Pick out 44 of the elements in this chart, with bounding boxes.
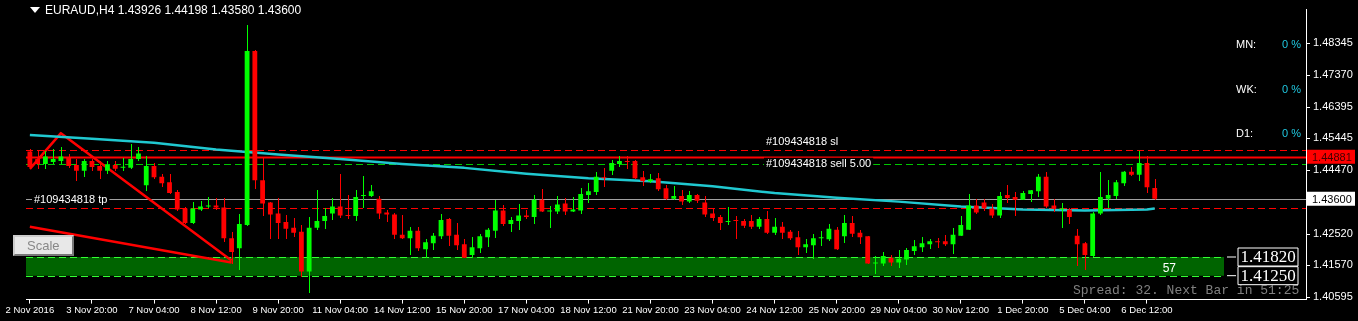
- y-tick-label: 1.45445: [1313, 131, 1353, 144]
- x-tick-label: 7 Nov 04:00: [128, 303, 180, 315]
- x-tick-label: 30 Nov 12:00: [932, 303, 990, 315]
- x-tick-label: 8 Nov 12:00: [190, 303, 242, 315]
- y-tick-label: 1.47370: [1313, 68, 1353, 81]
- y-tick-label: 1.41570: [1313, 258, 1353, 271]
- annotation: 0 %: [1282, 127, 1301, 139]
- annotation: Scale: [13, 235, 74, 256]
- x-tick-label: 2 Nov 2016: [5, 303, 55, 315]
- annotation: WK:: [1236, 83, 1257, 95]
- ref-line-label: 1.41820: [1240, 247, 1296, 267]
- y-tick-label: 1.44470: [1313, 163, 1353, 176]
- annotation: D1:: [1236, 127, 1254, 139]
- x-tick-label: 1 Dec 20:00: [997, 303, 1049, 315]
- annotation: 0 %: [1282, 83, 1301, 95]
- y-tick-label: 1.46395: [1313, 100, 1353, 113]
- y-tick-label: 1.48345: [1313, 36, 1353, 49]
- chart-title: EURAUD,H4 1.43926 1.44198 1.43580 1.43600: [45, 3, 302, 17]
- ref-line-label: #109434818 sell 5.00: [766, 157, 872, 170]
- ref-line-label: 1.43600: [1312, 192, 1352, 205]
- x-tick-label: 21 Nov 20:00: [622, 303, 679, 315]
- x-tick-label: 29 Nov 04:00: [870, 303, 927, 315]
- annotation: 0 %: [1282, 38, 1301, 50]
- x-tick-label: 3 Nov 20:00: [66, 303, 118, 315]
- y-tick-label: 1.40595: [1313, 290, 1353, 303]
- x-tick-label: 17 Nov 04:00: [498, 303, 555, 315]
- x-tick-label: 14 Nov 12:00: [373, 303, 431, 315]
- ref-line-label: 1.41250: [1240, 266, 1296, 286]
- annotation: Spread: 32. Next Bar in 51:25: [1073, 283, 1300, 298]
- ref-line-label: #109434818 tp: [34, 193, 108, 206]
- x-tick-label: 25 Nov 20:00: [808, 303, 865, 315]
- band-label: 57: [1162, 260, 1177, 275]
- y-tick-label: 1.42520: [1313, 227, 1353, 240]
- x-tick-label: 24 Nov 12:00: [746, 303, 803, 315]
- x-tick-label: 6 Dec 12:00: [1121, 303, 1173, 315]
- x-tick-label: 11 Nov 04:00: [312, 303, 369, 315]
- x-tick-label: 9 Nov 20:00: [252, 303, 304, 315]
- x-tick-label: 18 Nov 12:00: [560, 303, 617, 315]
- annotation: MN:: [1236, 38, 1257, 50]
- x-tick-label: 23 Nov 04:00: [684, 303, 741, 315]
- ref-line-label: #109434818 sl: [766, 135, 839, 148]
- x-tick-label: 5 Dec 04:00: [1059, 303, 1111, 315]
- text: 1.44881: [1312, 150, 1352, 163]
- x-tick-label: 15 Nov 20:00: [436, 303, 493, 315]
